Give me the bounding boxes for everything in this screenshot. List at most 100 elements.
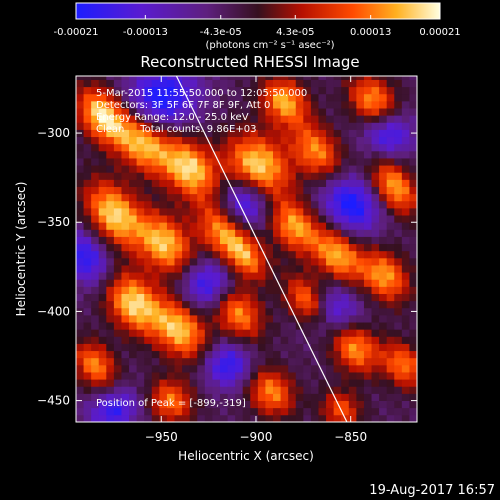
heatmap-cell [151, 93, 160, 102]
heatmap-cell [136, 108, 145, 116]
heatmap-cell [151, 272, 160, 280]
heatmap-cell [144, 165, 153, 173]
heatmap-cell [189, 414, 198, 422]
heatmap-cell [371, 286, 380, 294]
heatmap-cell [235, 243, 244, 252]
heatmap-cell [386, 279, 395, 287]
heatmap-cell [182, 143, 191, 152]
heatmap-cell [386, 158, 395, 166]
heatmap-cell [129, 115, 138, 123]
heatmap-cell [189, 200, 198, 209]
heatmap-cell [409, 265, 417, 273]
heatmap-cell [212, 250, 221, 259]
heatmap-cell [379, 215, 388, 223]
heatmap-cell [394, 386, 403, 394]
heatmap-cell [379, 250, 388, 259]
heatmap-cell [371, 186, 380, 195]
heatmap-cell [310, 407, 319, 416]
heatmap-cell [303, 250, 312, 259]
heatmap-cell [76, 272, 84, 280]
heatmap-cell [174, 86, 183, 95]
heatmap-cell [348, 286, 357, 294]
heatmap-cell [409, 407, 417, 416]
heatmap-cell [363, 364, 372, 373]
heatmap-cell [235, 407, 244, 416]
heatmap-cell [326, 286, 335, 294]
heatmap-cell [204, 108, 213, 116]
heatmap-cell [76, 222, 84, 230]
heatmap-cell [303, 215, 312, 223]
heatmap-cell [371, 343, 380, 352]
heatmap-cell [288, 122, 297, 130]
heatmap-cell [356, 414, 365, 422]
heatmap-cell [166, 108, 175, 116]
heatmap-cell [144, 286, 153, 294]
heatmap-cell [371, 265, 380, 273]
heatmap-cell [212, 100, 221, 109]
heatmap-cell [227, 86, 236, 95]
heatmap-cell [356, 143, 365, 152]
heatmap-cell [401, 236, 410, 245]
heatmap-cell [212, 286, 221, 294]
heatmap-cell [310, 193, 319, 202]
heatmap-cell [341, 407, 350, 416]
heatmap-cell [363, 93, 372, 102]
heatmap-cell [189, 364, 198, 373]
heatmap-cell [356, 136, 365, 145]
heatmap-cell [333, 250, 342, 259]
heatmap-cell [235, 76, 244, 80]
heatmap-cell [144, 250, 153, 259]
heatmap-cell [318, 179, 327, 187]
heatmap-cell [159, 329, 168, 337]
heatmap-cell [113, 200, 122, 209]
heatmap-cell [197, 300, 206, 309]
heatmap-cell [98, 350, 107, 359]
heatmap-cell [121, 350, 130, 359]
heatmap-cell [144, 222, 153, 230]
heatmap-cell [295, 400, 304, 409]
heatmap-cell [121, 250, 130, 259]
heatmap-cell [219, 322, 228, 330]
heatmap-cell [295, 364, 304, 373]
heatmap-cell [151, 393, 160, 401]
heatmap-cell [273, 207, 281, 216]
heatmap-cell [371, 165, 380, 173]
heatmap-cell [386, 229, 395, 237]
heatmap-cell [295, 136, 304, 145]
heatmap-cell [159, 257, 168, 266]
heatmap-cell [219, 193, 228, 202]
heatmap-cell [235, 372, 244, 380]
heatmap-cell [280, 143, 289, 152]
heatmap-cell [409, 372, 417, 380]
heatmap-cell [394, 215, 403, 223]
heatmap-cell [356, 322, 365, 330]
heatmap-cell [151, 79, 160, 88]
x-tick-label: −850 [334, 430, 367, 444]
heatmap-cell [341, 129, 350, 138]
heatmap-cell [212, 400, 221, 409]
heatmap-cell [348, 307, 357, 316]
heatmap-cell [348, 179, 357, 187]
heatmap-cell [363, 179, 372, 187]
heatmap-cell [83, 243, 92, 252]
heatmap-cell [257, 386, 266, 394]
heatmap-cell [295, 100, 304, 109]
heatmap-cell [212, 279, 221, 287]
heatmap-cell [182, 322, 191, 330]
heatmap-cell [174, 93, 183, 102]
heatmap-cell [341, 207, 350, 216]
heatmap-cell [341, 257, 350, 266]
heatmap-cell [295, 314, 304, 323]
heatmap-cell [257, 372, 266, 380]
heatmap-cell [212, 136, 221, 145]
heatmap-cell [227, 364, 236, 373]
heatmap-cell [76, 379, 84, 387]
heatmap-cell [310, 93, 319, 102]
heatmap-cell [106, 329, 115, 337]
heatmap-cell [386, 407, 395, 416]
heatmap-cell [151, 350, 160, 359]
heatmap-cell [318, 136, 327, 145]
heatmap-cell [288, 143, 297, 152]
heatmap-cell [257, 272, 266, 280]
heatmap-cell [151, 414, 160, 422]
